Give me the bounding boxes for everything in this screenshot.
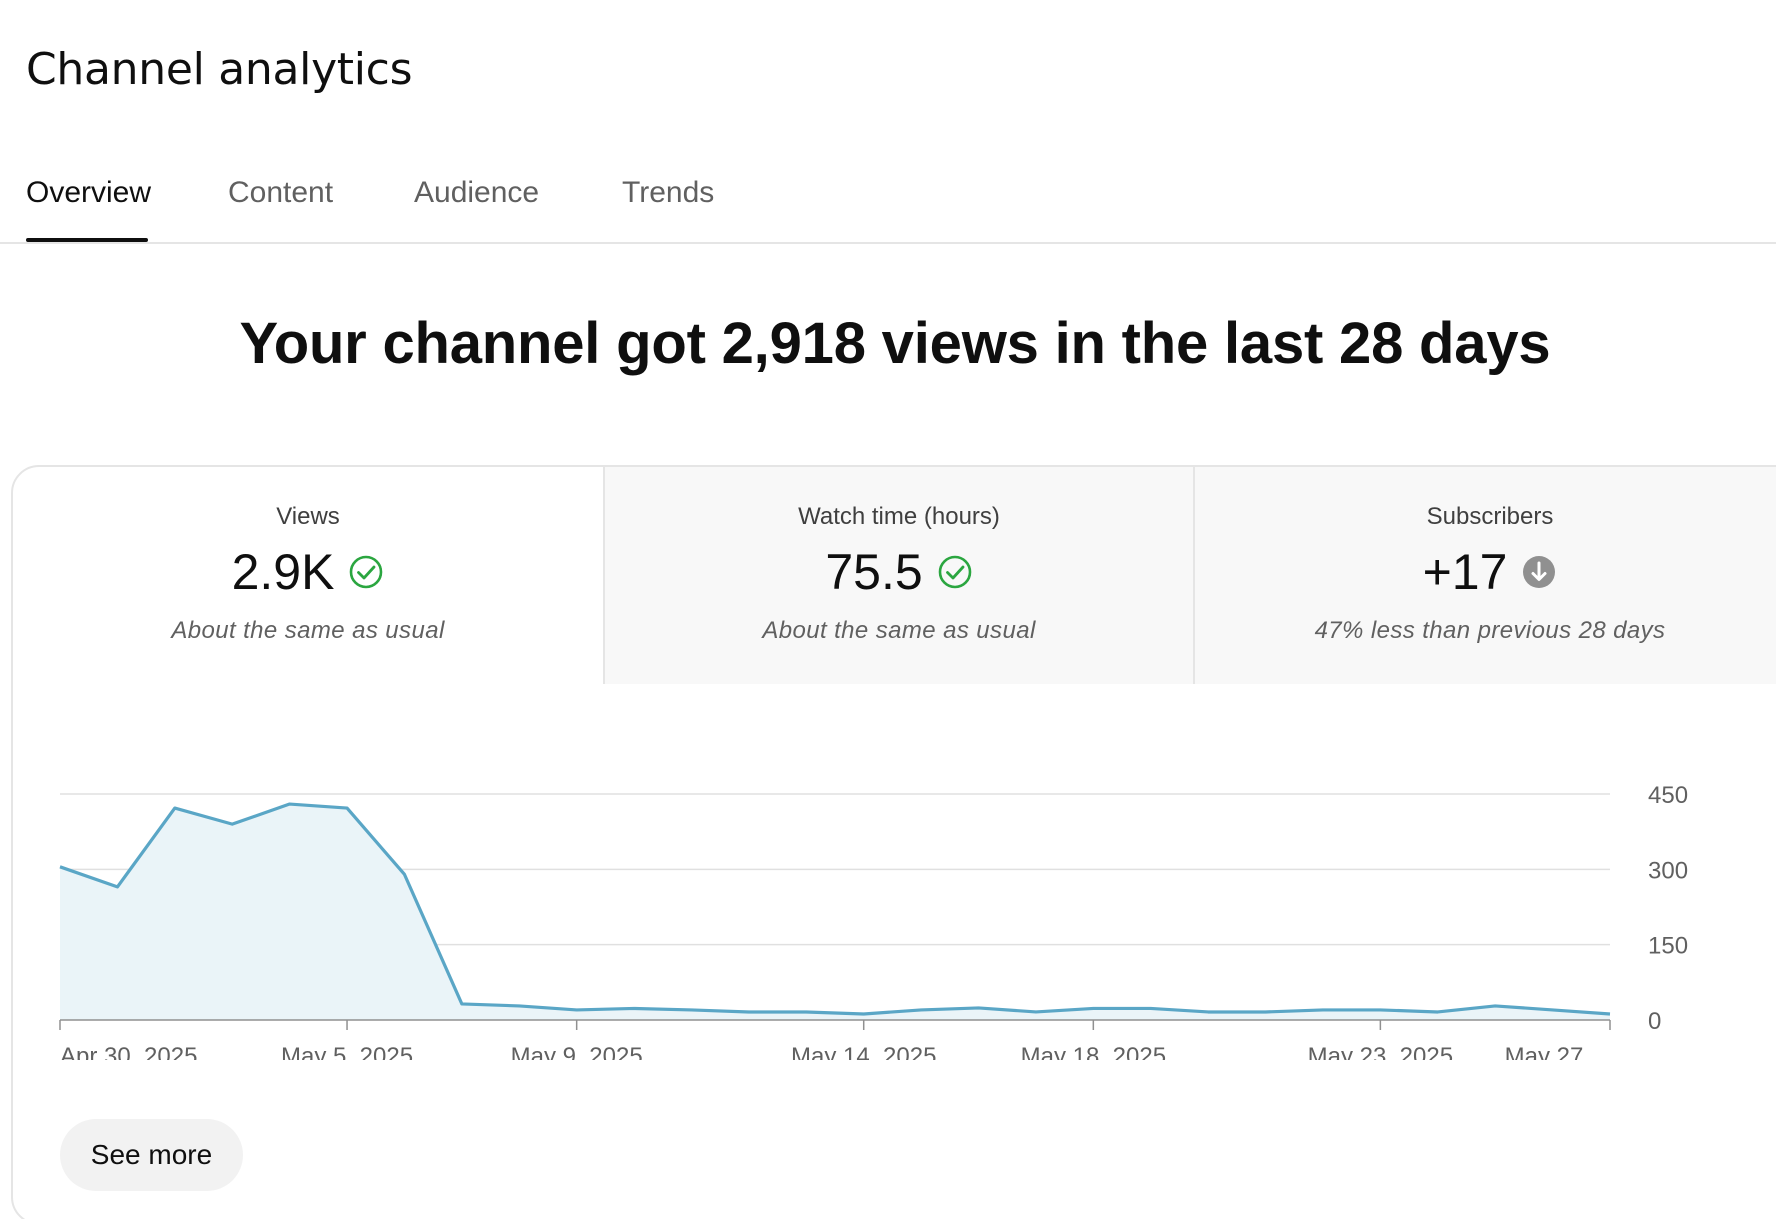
area-fill bbox=[60, 804, 1610, 1020]
x-tick-label: May 14, 2025 bbox=[791, 1043, 936, 1060]
y-tick-label: 150 bbox=[1648, 933, 1688, 960]
metric-note: About the same as usual bbox=[762, 617, 1036, 644]
metric-note: 47% less than previous 28 days bbox=[1314, 617, 1666, 644]
x-tick-label: May 18, 2025 bbox=[1021, 1043, 1166, 1060]
metric-value: 2.9K bbox=[231, 544, 335, 600]
x-tick-label: May 9, 2025 bbox=[511, 1043, 643, 1060]
tab-trends[interactable]: Trends bbox=[622, 176, 715, 209]
active-tab-indicator bbox=[26, 238, 148, 242]
metric-subscribers[interactable]: Subscribers +17 47% less than previous 2… bbox=[1193, 467, 1776, 684]
tab-bar: Overview Content Audience Trends bbox=[0, 160, 1776, 244]
metric-label: Views bbox=[276, 503, 340, 530]
x-tick-label: May 5, 2025 bbox=[281, 1043, 413, 1060]
check-circle-icon bbox=[350, 555, 383, 589]
series-line bbox=[59, 802, 1611, 1016]
page-title: Channel analytics bbox=[26, 44, 413, 95]
metric-value: 75.5 bbox=[825, 544, 923, 600]
see-more-button[interactable]: See more bbox=[60, 1119, 243, 1191]
summary-headline: Your channel got 2,918 views in the last… bbox=[239, 311, 1551, 376]
metric-watch-time[interactable]: Watch time (hours) 75.5 About the same a… bbox=[603, 467, 1193, 684]
views-chart: 450 300 150 0 Apr 30, 2025 May 5, 2025 May 9, … bbox=[0, 730, 1776, 1060]
arrow-down-circle-icon bbox=[1523, 556, 1556, 588]
metric-note: About the same as usual bbox=[171, 617, 445, 644]
x-tick-label: May 27,... bbox=[1505, 1043, 1610, 1060]
tab-audience[interactable]: Audience bbox=[414, 176, 540, 209]
x-tick-label: May 23, 2025 bbox=[1308, 1043, 1453, 1060]
tab-overview[interactable]: Overview bbox=[26, 176, 152, 209]
views-chart-svg: 450 300 150 0 Apr 30, 2025 May 5, 2025 May 9, … bbox=[59, 782, 1688, 1060]
metrics-card: Views 2.9K About the same as usual Watch… bbox=[11, 465, 1776, 1219]
y-tick-label: 450 bbox=[1648, 782, 1688, 809]
check-circle-icon bbox=[938, 555, 971, 589]
y-tick-label: 300 bbox=[1648, 857, 1688, 884]
metric-views[interactable]: Views 2.9K About the same as usual bbox=[13, 467, 603, 684]
metric-label: Watch time (hours) bbox=[798, 503, 1000, 530]
tab-content[interactable]: Content bbox=[228, 176, 334, 209]
metric-value: +17 bbox=[1422, 544, 1508, 600]
y-tick-label: 0 bbox=[1648, 1008, 1661, 1035]
metric-label: Subscribers bbox=[1426, 503, 1554, 530]
x-tick-label: Apr 30, 2025 bbox=[60, 1043, 197, 1060]
